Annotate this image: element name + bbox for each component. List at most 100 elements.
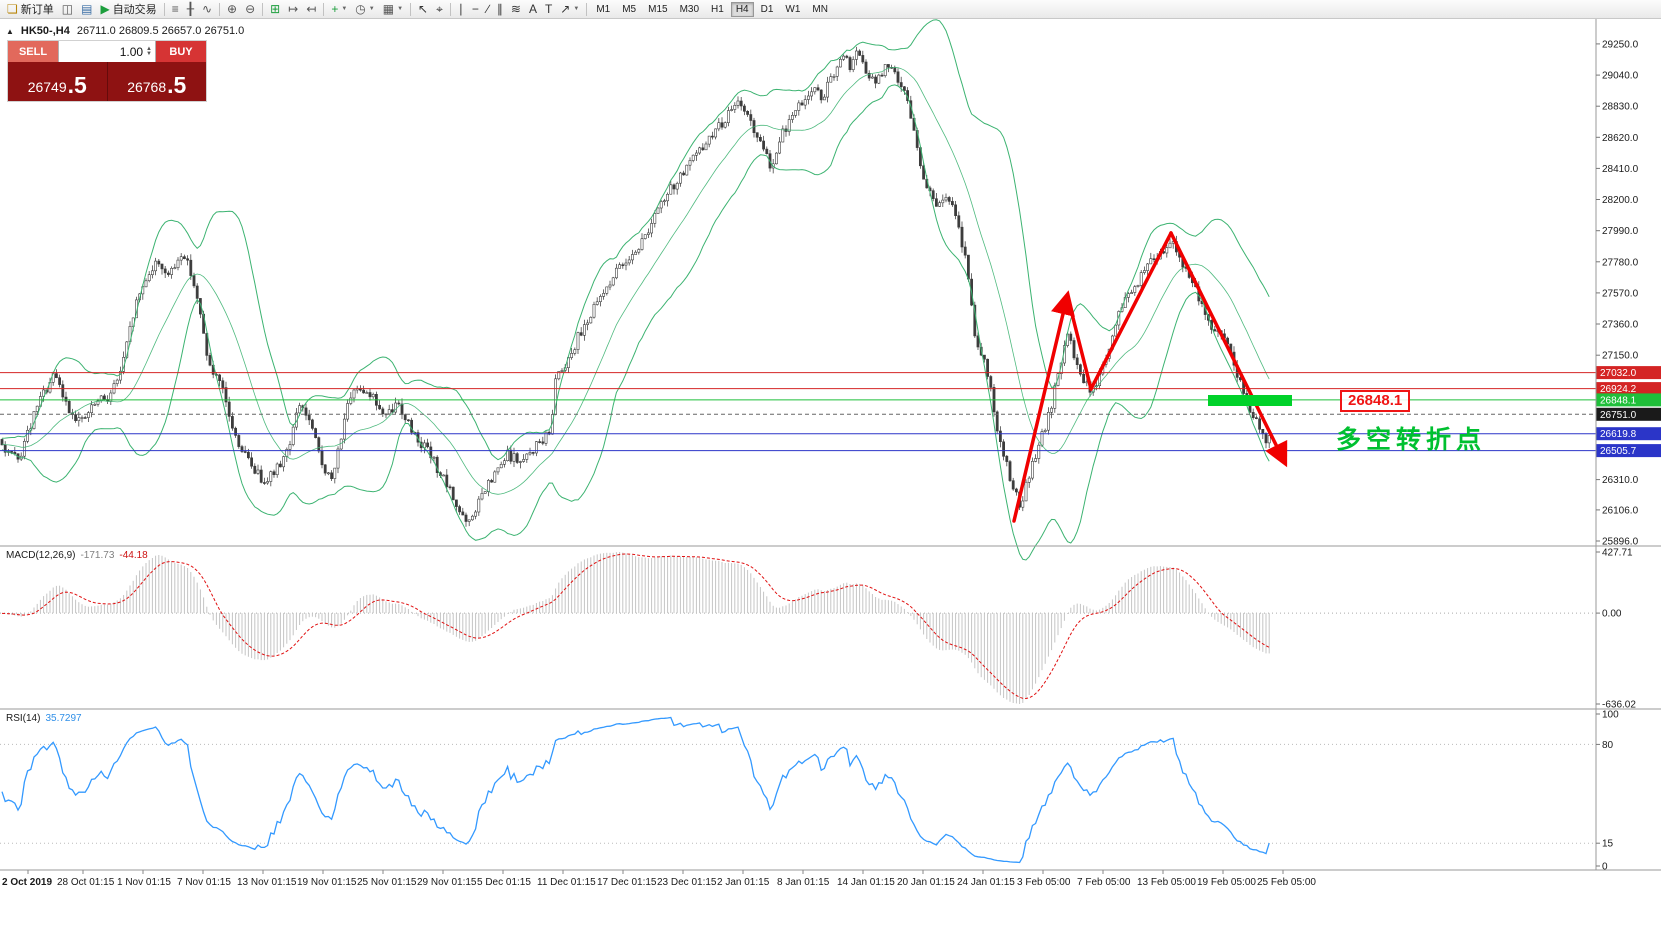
candle-body	[368, 392, 372, 398]
candle-body	[557, 371, 561, 380]
cursor-button[interactable]: ↖	[414, 1, 432, 18]
candle-body	[349, 397, 353, 404]
candle-body	[611, 277, 615, 286]
candle-body	[678, 172, 682, 184]
buy-button[interactable]: BUY	[156, 41, 206, 62]
trend-arrow-line[interactable]	[1068, 304, 1093, 391]
price-axis-label: 29250.0	[1602, 39, 1639, 50]
line-chart-button[interactable]: ∿	[198, 1, 216, 18]
templates-button[interactable]: ▦ ▼	[379, 1, 407, 18]
volume-input[interactable]: 1.00 ▲ ▼	[58, 41, 156, 62]
text-label-button[interactable]: T	[541, 1, 556, 18]
candle-body	[160, 263, 164, 270]
sell-price[interactable]: 26749 .5	[8, 62, 107, 101]
equidistant-channel-button[interactable]: ∥	[493, 1, 507, 18]
candle-body	[886, 64, 890, 68]
arrow-tools-button[interactable]: ↗ ▼	[556, 1, 583, 18]
timeframe-w1-button[interactable]: W1	[785, 3, 801, 15]
time-axis[interactable]: 2 Oct 2019 28 Oct 01:15 1 Nov 01:15 7 Nov 0…	[2, 870, 1316, 888]
candle-body	[822, 96, 826, 101]
horizontal-line-button[interactable]: −	[468, 1, 483, 18]
candle-body	[247, 451, 250, 459]
price-axis-label: 28620.0	[1602, 133, 1639, 144]
volume-spinner[interactable]: ▲ ▼	[146, 45, 152, 57]
sell-button[interactable]: SELL	[8, 41, 58, 62]
candle-body	[307, 414, 311, 421]
candle-body	[842, 55, 846, 60]
chevron-down-icon[interactable]: ▼	[573, 6, 580, 12]
candle-body	[531, 452, 535, 454]
timeframe-m30-button[interactable]: M30	[679, 3, 700, 15]
trend-arrows[interactable]	[1012, 231, 1288, 523]
spin-up-icon[interactable]: ▲	[146, 45, 152, 52]
indicators-button[interactable]: + ▼	[327, 1, 351, 18]
candle-body	[989, 376, 993, 388]
price-callout[interactable]: 26848.1	[1340, 390, 1411, 412]
candle-body	[1047, 411, 1050, 431]
rsi-panel[interactable]: 100 80 15 0	[0, 710, 1619, 873]
profiles-button[interactable]: ▤	[77, 1, 96, 18]
chevron-down-icon[interactable]: ▼	[368, 6, 375, 12]
timeframe-m1-button[interactable]: M1	[596, 3, 611, 15]
text-button[interactable]: A	[525, 1, 541, 18]
macd-panel[interactable]: 427.71 0.00 -636.02	[0, 548, 1636, 711]
trendline-button[interactable]: ∕	[483, 1, 493, 18]
chart-window-button[interactable]: ◫	[58, 1, 77, 18]
candle-body	[618, 264, 622, 269]
price-axis-label: 27990.0	[1602, 226, 1639, 237]
candlestick-chart-button[interactable]: ╂	[183, 1, 198, 18]
tile-windows-button[interactable]: ⊞	[266, 1, 284, 18]
periods-button[interactable]: ◷ ▼	[351, 1, 378, 18]
timeframe-m5-button[interactable]: M5	[622, 3, 637, 15]
candle-body	[144, 280, 148, 288]
auto-trading-button[interactable]: ▶ 自动交易	[96, 1, 160, 18]
chevron-down-icon[interactable]: ▼	[397, 6, 404, 12]
candle-body	[1168, 242, 1172, 249]
macd-scale-label: -636.02	[1602, 700, 1636, 711]
candle-body	[243, 451, 247, 453]
chart-shift-button[interactable]: ↤	[302, 1, 320, 18]
timeframe-d1-button[interactable]: D1	[760, 3, 774, 15]
vertical-line-button[interactable]: ∣	[454, 1, 468, 18]
templates-icon: ▦	[382, 2, 395, 16]
candle-body	[704, 143, 708, 151]
candle-body	[10, 451, 14, 453]
one-click-collapse-icon[interactable]: ▲	[6, 26, 14, 36]
candle-body	[1024, 481, 1028, 502]
highlight-rectangle[interactable]	[1208, 395, 1292, 406]
zoom-out-button[interactable]: ⊖	[241, 1, 259, 18]
timeframe-h4-button[interactable]: H4	[730, 1, 754, 17]
candle-body	[941, 199, 945, 204]
zoom-in-button[interactable]: ⊕	[223, 1, 241, 18]
bollinger-lower	[1, 84, 1270, 561]
annotation-text[interactable]: 多空转折点	[1336, 426, 1487, 454]
bar-chart-button[interactable]: ≡	[168, 1, 183, 18]
trend-arrow-line[interactable]	[1089, 231, 1173, 391]
h-line-27032-tag	[1596, 366, 1661, 380]
candle-body	[701, 147, 705, 151]
chevron-down-icon[interactable]: ▼	[341, 6, 348, 12]
price-axis[interactable]: 29250.0 29040.0 28830.0 28620.0 28410.0 28200…	[1596, 39, 1639, 548]
candle-body	[224, 387, 228, 403]
crosshair-button[interactable]: ⌖	[432, 1, 447, 18]
trend-arrow-line[interactable]	[1012, 290, 1075, 523]
sell-price-main: 26749	[27, 79, 67, 96]
timeframe-m15-button[interactable]: M15	[648, 3, 668, 15]
candle-body	[1261, 428, 1265, 434]
trend-arrow-line[interactable]	[1169, 231, 1288, 468]
timeframe-mn-button[interactable]: MN	[812, 3, 828, 15]
candle-body	[266, 481, 270, 484]
toolbar-separator	[163, 2, 165, 16]
bollinger-middle	[1, 66, 1270, 495]
spin-down-icon[interactable]: ▼	[146, 50, 152, 57]
new-order-button[interactable]: ❏ 新订单	[3, 1, 58, 18]
fibonacci-button[interactable]: ≋	[507, 1, 525, 18]
candle-body	[717, 122, 721, 130]
buy-price[interactable]: 26768 .5	[106, 62, 207, 101]
auto-scroll-button[interactable]: ↦	[284, 1, 302, 18]
candle-body	[800, 102, 804, 106]
timeframe-h1-button[interactable]: H1	[711, 3, 724, 15]
rsi-scale-label: 80	[1602, 740, 1614, 751]
